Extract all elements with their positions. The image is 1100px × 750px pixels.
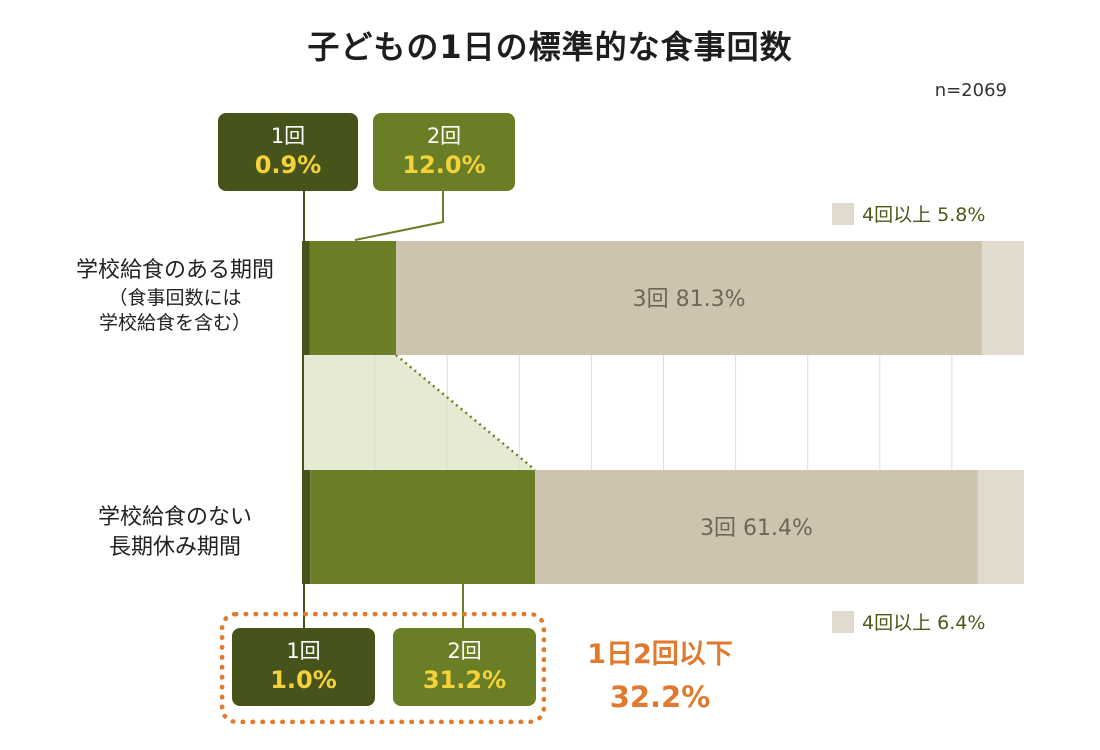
connector-area	[303, 355, 536, 470]
segment-4kai-ijou	[977, 470, 1024, 584]
segment-4kai-ijou	[982, 241, 1024, 355]
bar-value-label-3kai: 3回 81.3%	[633, 287, 746, 312]
leader-line-top-2kai	[354, 191, 444, 241]
legend-top-4kai-ijou: 4回以上 5.8%	[832, 200, 985, 227]
callout-value: 1.0%	[270, 665, 337, 694]
segment-2kai	[309, 241, 397, 355]
callout-top-1kai: 1回 0.9%	[218, 113, 358, 191]
callout-bottom-2kai: 2回 31.2%	[393, 628, 536, 706]
callout-label: 1回	[286, 639, 321, 664]
summary-annotation: 1日2回以下 32.2%	[560, 635, 760, 719]
callout-label: 2回	[426, 124, 462, 149]
segment-1kai	[303, 470, 311, 584]
category-label-school-period: 学校給食のある期間 （食事回数には 学校給食を含む）	[40, 256, 310, 337]
summary-title: 1日2回以下	[587, 639, 733, 670]
callout-bottom-1kai: 1回 1.0%	[232, 628, 375, 706]
summary-value: 32.2%	[609, 679, 711, 714]
legend-bottom-4kai-ijou: 4回以上 6.4%	[832, 608, 985, 635]
category-note: （食事回数には 学校給食を含む）	[98, 286, 251, 335]
legend-swatch	[832, 610, 854, 633]
sample-size-label: n=2069	[934, 80, 1007, 101]
segment-3kai	[396, 241, 983, 355]
callout-top-2kai: 2回 12.0%	[373, 113, 515, 191]
legend-swatch	[832, 202, 854, 225]
legend-text: 4回以上 5.8%	[862, 204, 986, 226]
highlight-frame	[220, 612, 546, 724]
callout-label: 1回	[270, 124, 306, 149]
segment-1kai	[303, 241, 310, 355]
connector-dotted-line	[395, 354, 536, 471]
callout-value: 31.2%	[422, 665, 507, 694]
segment-2kai	[310, 470, 536, 584]
category-name: 学校給食のある期間	[75, 258, 274, 283]
legend-text: 4回以上 6.4%	[862, 612, 986, 634]
category-label-holiday-period: 学校給食のない 長期休み期間	[97, 505, 252, 560]
segment-3kai	[535, 470, 978, 584]
chart-title: 子どもの1日の標準的な食事回数	[307, 28, 793, 66]
callout-value: 12.0%	[402, 150, 486, 179]
bar-value-label-3kai: 3回 61.4%	[700, 516, 813, 541]
callout-value: 0.9%	[254, 150, 322, 179]
callout-label: 2回	[447, 639, 482, 664]
